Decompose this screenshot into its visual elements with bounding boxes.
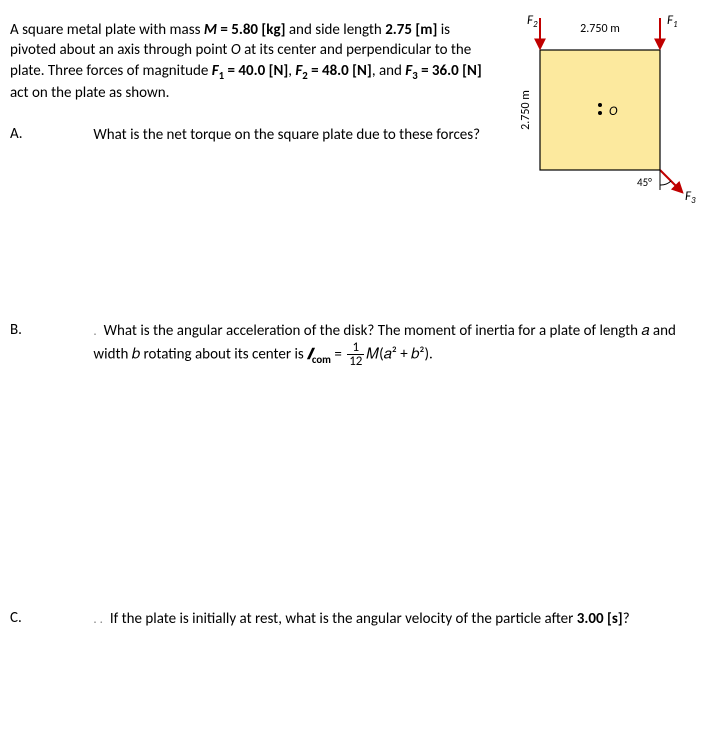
top-section: A square metal plate with mass M = 5.80 …: [10, 20, 710, 103]
force-f2-label: F2: [527, 13, 538, 30]
top-dimension: 2.750 m: [580, 22, 620, 36]
question-c-label: C.: [10, 609, 90, 627]
question-b-points: .: [93, 324, 99, 339]
problem-intro: A square metal plate with mass M = 5.80 …: [10, 20, 490, 103]
fraction: 1 12: [347, 341, 364, 369]
question-c-body: . . If the plate is initially at rest, w…: [93, 609, 683, 629]
center-label: O: [609, 104, 618, 119]
plate-diagram: O 2.750 m 2.750 m F2 F1 F3 45°: [485, 10, 705, 210]
question-b-label: B.: [10, 321, 90, 339]
question-b: B. . What is the angular acceleration of…: [10, 321, 710, 370]
left-dimension: 2.750 m: [519, 90, 533, 130]
force-f3-label: F3: [685, 189, 696, 206]
center-dot-2: [598, 111, 602, 115]
center-dot: [598, 103, 602, 107]
force-f1-label: F1: [667, 13, 678, 30]
question-b-body: . What is the angular acceleration of th…: [93, 321, 683, 370]
question-a-label: A.: [10, 125, 90, 143]
question-c: C. . . If the plate is initially at rest…: [10, 609, 710, 629]
angle-label: 45°: [637, 176, 652, 189]
angle-arc: [660, 181, 671, 185]
question-c-points: . .: [93, 612, 105, 627]
question-a-text: What is the net torque on the square pla…: [93, 125, 493, 145]
plate-rect: [540, 50, 660, 170]
question-c-text: If the plate is initially at rest, what …: [110, 610, 630, 628]
